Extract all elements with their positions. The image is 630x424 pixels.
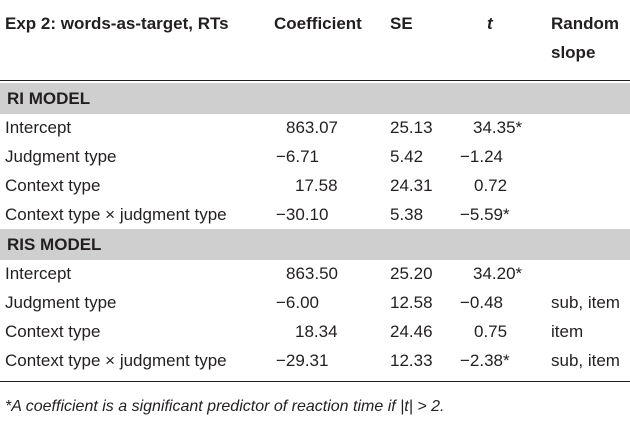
coef-cell: −6.00	[276, 293, 320, 312]
coef-cell: −29.31	[276, 351, 329, 370]
section-band-ris	[0, 229, 630, 260]
slope-cell: sub, item	[551, 293, 620, 312]
coef-cell: −6.71	[276, 147, 320, 166]
coef-cell: 863.50	[286, 264, 338, 283]
row-label: Judgment type	[5, 293, 117, 312]
t-cell: 0.72	[474, 176, 508, 195]
row-label: Context type × judgment type	[5, 205, 227, 224]
section-band-ri	[0, 83, 630, 114]
t-cell: 0.75	[474, 322, 508, 341]
se-cell: 25.13	[390, 118, 433, 137]
section-title-ris: RIS MODEL	[7, 235, 102, 254]
header-rule	[0, 80, 630, 81]
coef-cell: −30.10	[276, 205, 329, 224]
header-t: t	[487, 14, 493, 33]
se-cell: 5.38	[390, 205, 424, 224]
se-cell: 24.31	[390, 176, 433, 195]
slope-cell: sub, item	[551, 351, 620, 370]
section-title-ri: RI MODEL	[7, 89, 91, 108]
header-coefficient: Coefficient	[274, 14, 362, 33]
coef-cell: 18.34	[295, 322, 338, 341]
row-label: Context type	[5, 322, 101, 341]
row-label: Intercept	[5, 264, 72, 283]
t-cell: −1.24	[460, 147, 504, 166]
se-cell: 5.42	[390, 147, 424, 166]
se-cell: 24.46	[390, 322, 433, 341]
t-cell: 34.35*	[473, 118, 523, 137]
bottom-rule	[0, 381, 630, 382]
se-cell: 12.58	[390, 293, 433, 312]
row-label: Judgment type	[5, 147, 117, 166]
header-label: Exp 2: words-as-target, RTs	[5, 14, 229, 33]
table-footnote: *A coefficient is a significant predicto…	[5, 398, 445, 415]
row-label: Context type	[5, 176, 101, 195]
t-cell: −0.48	[460, 293, 504, 312]
row-label: Context type × judgment type	[5, 351, 227, 370]
coef-cell: 863.07	[286, 118, 338, 137]
slope-cell: item	[551, 322, 584, 341]
t-cell: −2.38*	[460, 351, 510, 370]
se-cell: 25.20	[390, 264, 433, 283]
coef-cell: 17.58	[295, 176, 338, 195]
header-se: SE	[390, 14, 413, 33]
t-cell: 34.20*	[473, 264, 523, 283]
header-random-slope-line1: Random	[551, 14, 619, 33]
header-random-slope-line2: slope	[551, 43, 596, 62]
row-label: Intercept	[5, 118, 72, 137]
se-cell: 12.33	[390, 351, 433, 370]
t-cell: −5.59*	[460, 205, 510, 224]
